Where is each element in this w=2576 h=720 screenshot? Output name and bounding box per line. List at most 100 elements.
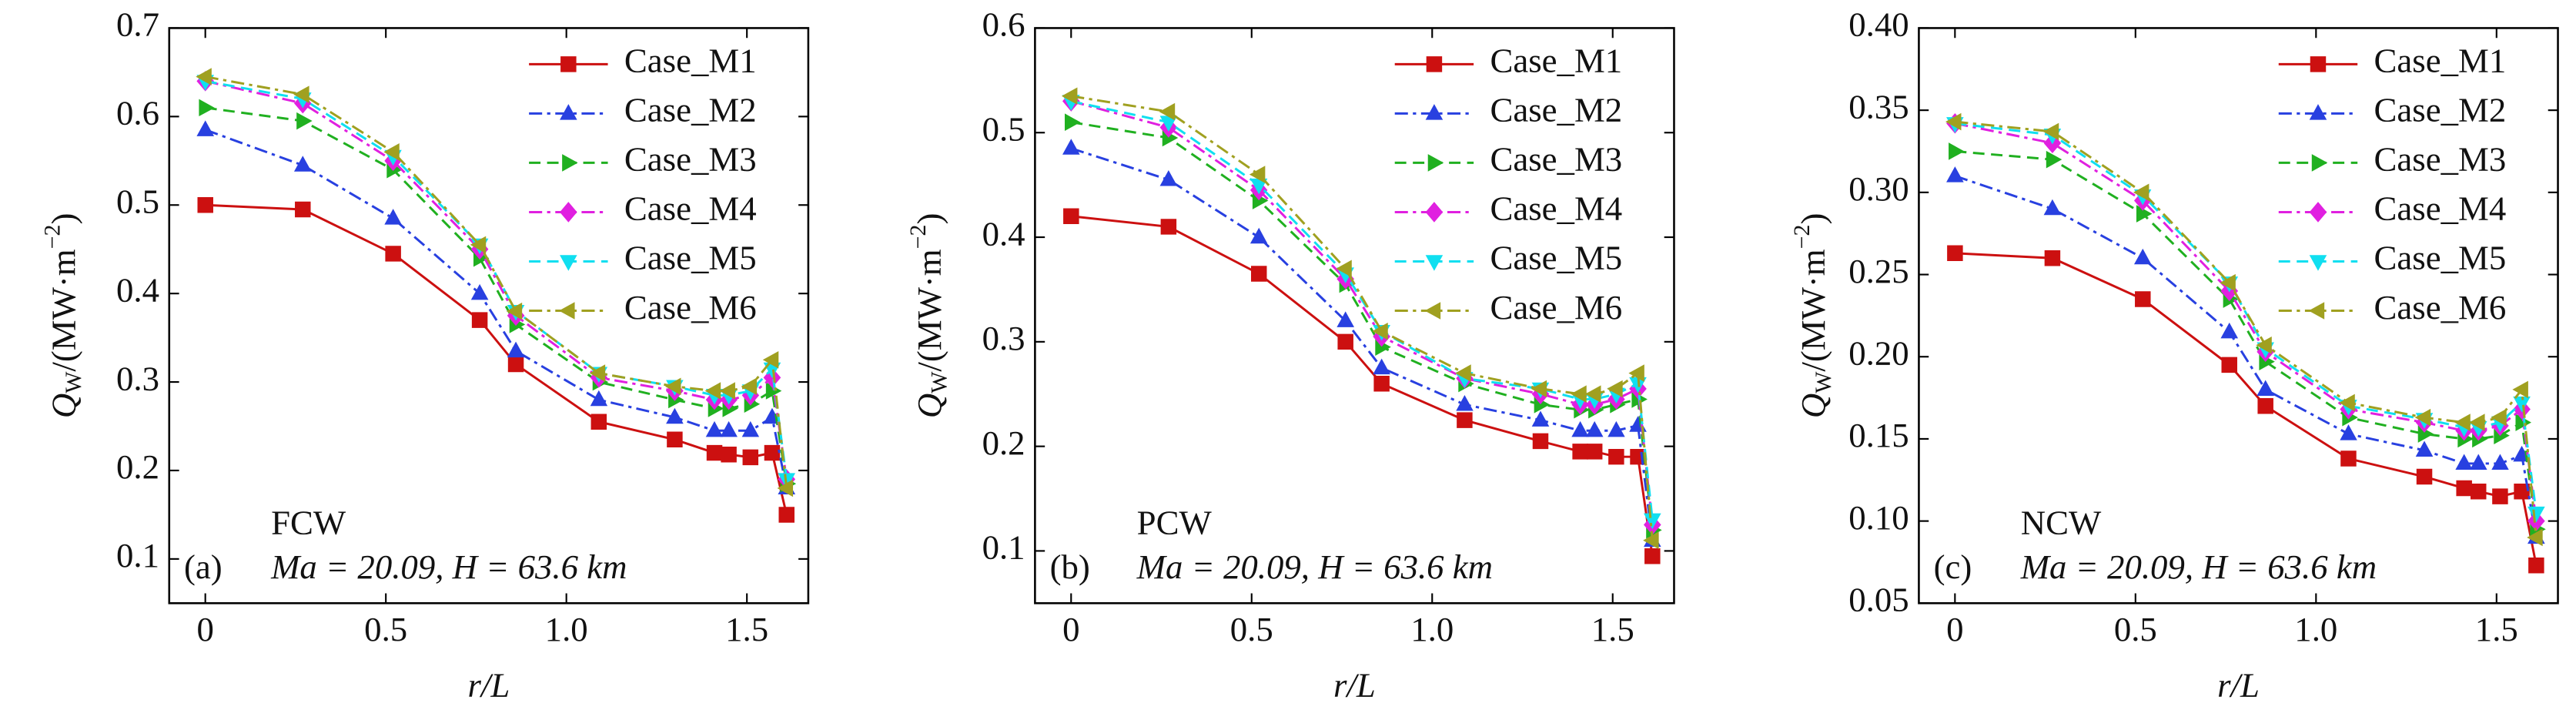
x-axis-label: r/L bbox=[1333, 666, 1376, 705]
legend-marker bbox=[1425, 104, 1444, 120]
marker bbox=[762, 350, 779, 369]
x-tick-label: 0.5 bbox=[364, 610, 407, 648]
x-axis-label: r/L bbox=[467, 666, 510, 705]
panel-label: (b) bbox=[1050, 548, 1090, 586]
y-tick-label: 0.40 bbox=[1848, 5, 1909, 44]
marker bbox=[2416, 468, 2433, 485]
x-tick-label: 0 bbox=[1946, 610, 1963, 648]
y-axis-label: QW/(MW·m−2) bbox=[1789, 213, 1836, 418]
case-label: PCW bbox=[1137, 503, 1213, 541]
marker bbox=[2527, 506, 2545, 523]
y-tick-label: 0.6 bbox=[116, 94, 159, 132]
marker bbox=[1945, 112, 1962, 131]
legend-label: Case_M3 bbox=[2374, 140, 2507, 179]
condition-annotation: Ma = 20.09, H = 63.6 km bbox=[270, 548, 627, 586]
marker bbox=[2220, 273, 2236, 292]
marker bbox=[2340, 424, 2357, 440]
legend-label: Case_M5 bbox=[1490, 239, 1622, 277]
y-tick-label: 0.25 bbox=[1848, 252, 1909, 290]
y-axis-label: QW/(MW·m−2) bbox=[905, 213, 952, 418]
y-axis-label-part: −2 bbox=[39, 225, 65, 249]
marker bbox=[471, 312, 488, 328]
legend-label: Case_M1 bbox=[624, 42, 757, 80]
marker bbox=[1337, 311, 1354, 327]
marker bbox=[665, 377, 681, 396]
y-axis-label-part: W bbox=[61, 371, 86, 393]
y-axis-label-part: −2 bbox=[1789, 225, 1815, 249]
legend-label: Case_M1 bbox=[1490, 42, 1622, 80]
marker bbox=[777, 479, 794, 497]
marker bbox=[741, 377, 758, 396]
y-tick-label: 0.7 bbox=[116, 5, 159, 44]
y-axis-label-part: ) bbox=[1794, 213, 1832, 225]
marker bbox=[2514, 483, 2530, 500]
legend-marker bbox=[1427, 154, 1444, 172]
x-tick-label: 1.5 bbox=[1591, 610, 1634, 648]
marker bbox=[590, 414, 607, 430]
marker bbox=[196, 68, 212, 85]
x-tick-label: 1.5 bbox=[725, 610, 768, 648]
marker bbox=[2455, 454, 2473, 471]
marker bbox=[1607, 380, 1623, 398]
marker bbox=[1586, 420, 1604, 437]
marker bbox=[1336, 260, 1352, 277]
y-tick-label: 0.3 bbox=[116, 359, 159, 397]
series-line bbox=[1955, 120, 2538, 538]
marker bbox=[1337, 333, 1353, 350]
marker bbox=[2340, 450, 2357, 467]
marker bbox=[196, 120, 215, 136]
marker bbox=[764, 444, 781, 461]
legend-label: Case_M5 bbox=[624, 239, 757, 277]
legend-marker bbox=[1424, 302, 1441, 320]
legend-label: Case_M6 bbox=[624, 288, 757, 327]
marker bbox=[765, 382, 782, 400]
marker bbox=[2339, 393, 2355, 412]
y-tick-label: 0.05 bbox=[1848, 581, 1909, 619]
marker bbox=[2135, 291, 2151, 307]
marker bbox=[199, 99, 215, 117]
marker bbox=[706, 444, 723, 461]
series-line bbox=[205, 75, 788, 489]
marker bbox=[1585, 385, 1601, 403]
marker bbox=[1063, 208, 1079, 225]
y-axis-label-part: /(MW·m bbox=[1794, 249, 1832, 371]
marker bbox=[506, 302, 523, 320]
legend-marker bbox=[1425, 202, 1444, 223]
marker bbox=[1629, 416, 1647, 432]
marker bbox=[470, 236, 487, 254]
y-tick-label: 0.3 bbox=[982, 319, 1025, 357]
marker bbox=[1571, 385, 1587, 403]
series-group bbox=[196, 68, 797, 523]
y-axis-label-part: W bbox=[1811, 371, 1836, 393]
legend-marker bbox=[560, 56, 577, 72]
marker bbox=[1455, 364, 1471, 382]
marker bbox=[1531, 380, 1547, 398]
marker bbox=[1607, 420, 1625, 437]
marker bbox=[742, 449, 759, 466]
y-tick-label: 0.6 bbox=[982, 5, 1025, 44]
marker bbox=[1643, 513, 1661, 530]
legend-marker bbox=[2310, 56, 2327, 72]
marker bbox=[2470, 454, 2487, 471]
marker bbox=[2133, 183, 2149, 202]
marker bbox=[1946, 166, 1964, 183]
legend-label: Case_M5 bbox=[2374, 239, 2507, 277]
legend-marker bbox=[1426, 56, 1443, 72]
marker bbox=[2491, 408, 2507, 427]
marker bbox=[1643, 531, 1659, 550]
legend-label: Case_M4 bbox=[624, 189, 757, 228]
marker bbox=[1586, 444, 1603, 460]
legend-marker bbox=[560, 104, 577, 120]
y-tick-label: 0.5 bbox=[982, 110, 1025, 149]
plot-frame bbox=[1918, 27, 2559, 604]
y-axis-label-part: −2 bbox=[905, 225, 931, 249]
x-tick-label: 1.0 bbox=[2294, 610, 2337, 648]
marker bbox=[1372, 323, 1388, 340]
y-axis-label-part: Q bbox=[910, 393, 948, 418]
marker bbox=[1571, 420, 1589, 437]
marker bbox=[1159, 116, 1178, 132]
y-axis-label-part: Q bbox=[1794, 393, 1832, 418]
marker bbox=[383, 143, 400, 161]
x-tick-label: 0 bbox=[1062, 610, 1079, 648]
